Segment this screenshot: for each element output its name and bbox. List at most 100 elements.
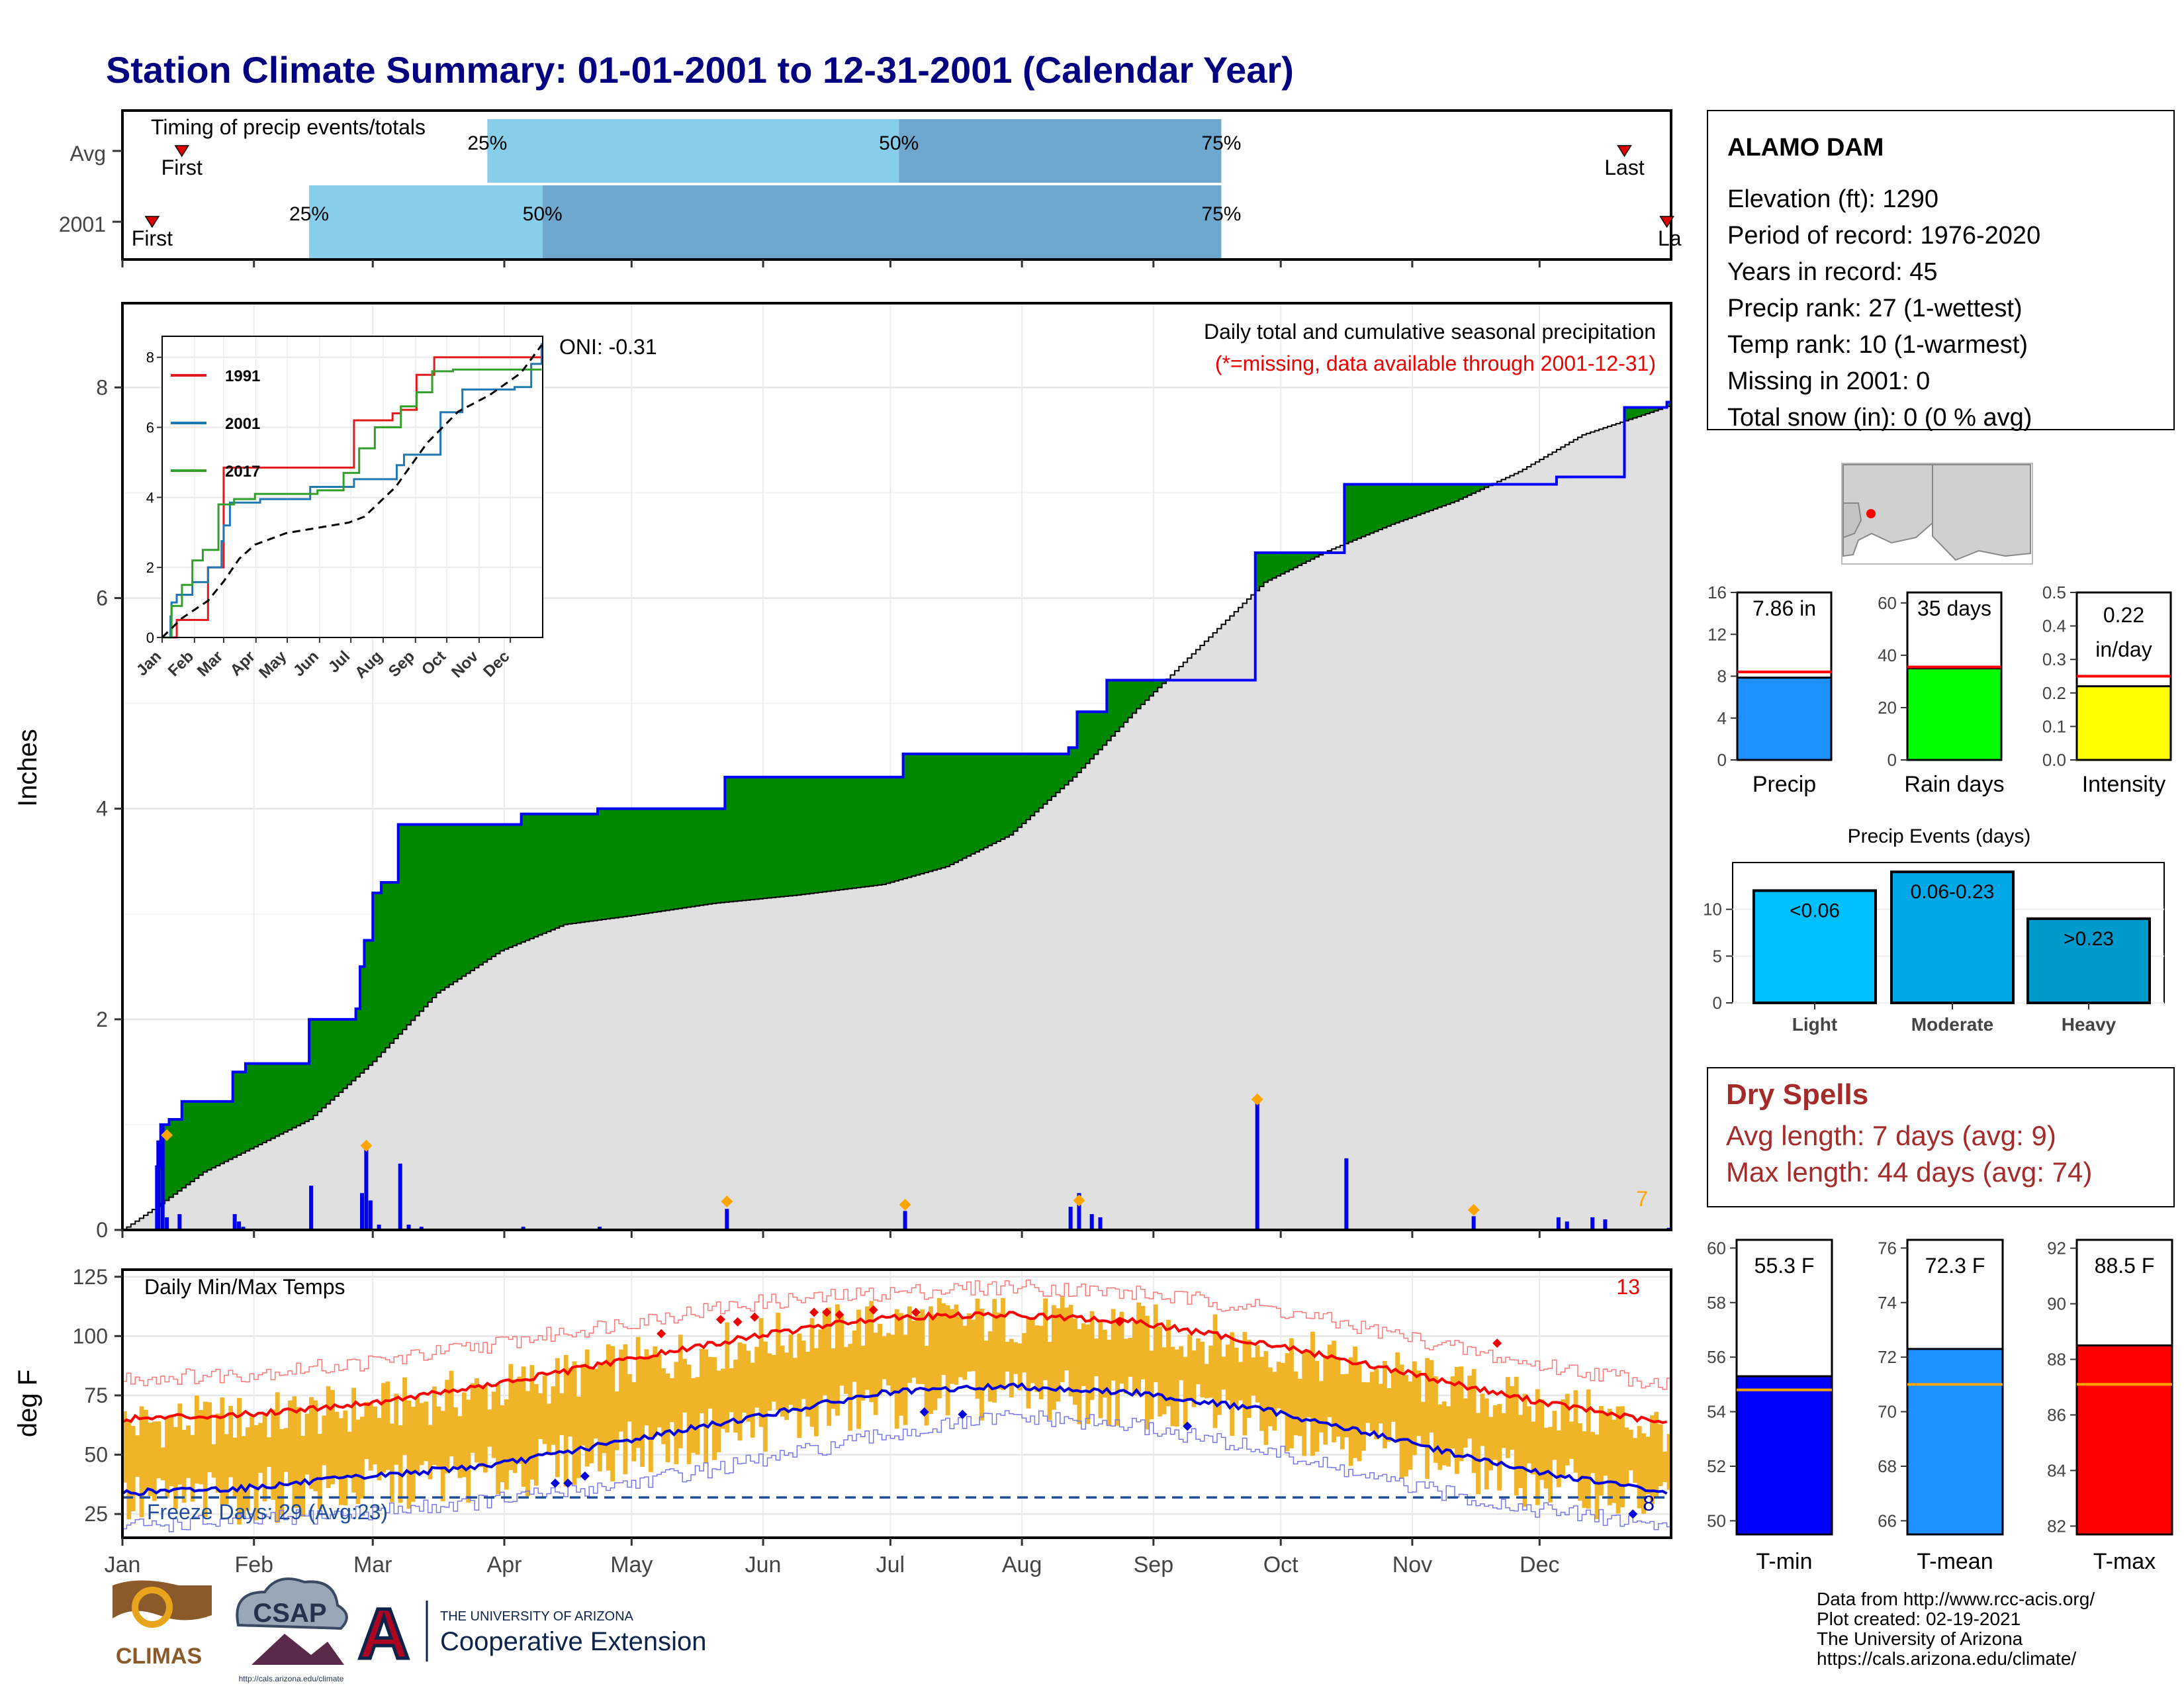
temp-daily-bar xyxy=(538,1393,543,1439)
temp-daily-bar xyxy=(1404,1375,1408,1477)
precip-above-normal-segment xyxy=(1471,484,1477,494)
precip-y-label: Inches xyxy=(13,729,42,807)
precip-above-normal-segment xyxy=(266,1063,271,1141)
temp-record-hot-dot xyxy=(1492,1338,1502,1348)
temp-daily-bar xyxy=(924,1346,929,1426)
temp-daily-bar xyxy=(466,1399,471,1503)
precip-above-normal-segment xyxy=(1001,753,1005,839)
precip-above-normal-segment xyxy=(394,882,399,1039)
precip-above-normal-segment xyxy=(864,776,870,887)
temp-daily-bar xyxy=(555,1358,560,1477)
temp-daily-bar xyxy=(720,1368,725,1429)
temp-daily-bar xyxy=(1408,1381,1413,1470)
temp-daily-bar xyxy=(1123,1338,1128,1394)
precip-above-normal-segment xyxy=(313,1019,318,1116)
precip-above-normal-segment xyxy=(1416,484,1422,516)
temp-daily-bar xyxy=(126,1420,132,1520)
temp-y-axis: 25 50 75 100 125 xyxy=(73,1265,122,1526)
temp-daily-bar xyxy=(1594,1434,1600,1519)
temp-daily-bar xyxy=(381,1383,386,1473)
temp-daily-bar xyxy=(1615,1406,1621,1514)
temp-daily-bar xyxy=(954,1304,959,1385)
temp-daily-bar xyxy=(1531,1421,1536,1475)
mini-bar-tick-label-intensity: 0.2 xyxy=(2042,683,2066,703)
temp-daily-bar xyxy=(389,1423,394,1503)
station-name: ALAMO DAM xyxy=(1727,134,1884,162)
precip-above-normal-segment xyxy=(525,814,530,941)
temp-daily-bar xyxy=(1022,1333,1026,1373)
temp-daily-bar xyxy=(377,1417,382,1481)
temp-daily-bar xyxy=(1251,1357,1256,1396)
temp-daily-bar xyxy=(1501,1413,1506,1448)
temp-daily-bar xyxy=(737,1342,743,1441)
precip-above-normal-segment xyxy=(496,824,501,954)
precip-annotation: Daily total and cumulative seasonal prec… xyxy=(1204,320,1656,344)
temp-daily-bar xyxy=(517,1376,522,1464)
timing-avg-first-label: First xyxy=(161,156,203,179)
precip-above-normal-segment xyxy=(784,776,790,896)
precip-above-normal-segment xyxy=(873,776,878,886)
temp-daily-bar xyxy=(317,1434,322,1510)
precip-daily-bar xyxy=(309,1186,314,1230)
temp-daily-bar xyxy=(614,1391,619,1450)
precip-above-normal-segment xyxy=(343,1019,348,1089)
temp-daily-bar xyxy=(584,1349,590,1467)
temp-daily-bar xyxy=(843,1346,848,1394)
temp-daily-bar xyxy=(886,1333,891,1385)
precip-above-normal-segment xyxy=(670,808,674,910)
temp-daily-bar xyxy=(253,1425,259,1521)
temp-daily-bar xyxy=(1038,1325,1044,1399)
temp-daily-bar xyxy=(933,1314,938,1411)
precip-above-normal-segment xyxy=(733,776,739,902)
temp-daily-bar xyxy=(1081,1323,1086,1386)
precip-above-normal-segment xyxy=(300,1063,306,1124)
timing-x-ticks xyxy=(113,150,1541,267)
precip-daily-bar xyxy=(364,1145,369,1230)
precip-above-normal-segment xyxy=(449,824,454,985)
precip-above-normal-segment xyxy=(482,824,488,962)
temp-bar-tick-label-tmin: 56 xyxy=(1707,1347,1726,1367)
precip-above-normal-segment xyxy=(461,824,467,976)
precip-x-ticks xyxy=(121,1230,1541,1238)
temp-daily-bar xyxy=(818,1329,823,1401)
temp-daily-bar xyxy=(296,1407,301,1508)
precip-above-normal-segment xyxy=(487,824,492,960)
precip-above-normal-segment xyxy=(941,753,946,868)
precip-above-normal-segment xyxy=(304,1063,310,1122)
mini-bar-value-rain-days: 35 days xyxy=(1917,596,1991,620)
temp-daily-bar xyxy=(776,1313,781,1411)
precip-above-normal-segment xyxy=(1361,484,1366,537)
temp-daily-bar xyxy=(606,1344,611,1471)
precip-above-normal-segment xyxy=(1098,712,1103,750)
temp-daily-bar xyxy=(139,1406,144,1518)
temp-daily-bar xyxy=(899,1313,904,1416)
precip-above-normal-segment xyxy=(704,808,709,905)
temp-title: Daily Min/Max Temps xyxy=(144,1275,345,1299)
temp-daily-bar xyxy=(657,1354,662,1428)
precip-above-normal-segment xyxy=(381,882,386,1053)
precip-above-normal-segment xyxy=(275,1063,280,1137)
precip-above-normal-segment xyxy=(1022,753,1027,823)
temp-daily-bar xyxy=(1115,1323,1120,1426)
timing-row-label-avg: Avg xyxy=(69,142,106,165)
temp-daily-bar xyxy=(1552,1411,1557,1460)
precip-above-normal-segment xyxy=(644,808,649,914)
temp-daily-bar xyxy=(941,1303,946,1376)
temp-daily-bar xyxy=(1073,1318,1077,1405)
precip-above-normal-segment xyxy=(1420,484,1426,514)
temp-daily-bar xyxy=(801,1340,806,1399)
month-label-sep: Sep xyxy=(1134,1552,1174,1577)
precip-above-normal-segment xyxy=(338,1019,343,1093)
precip-above-normal-segment xyxy=(1034,753,1040,812)
inset-legend-label-2017: 2017 xyxy=(225,463,260,481)
temp-daily-bar xyxy=(1527,1406,1531,1464)
temp-daily-bar xyxy=(1378,1383,1383,1424)
temp-daily-bar xyxy=(979,1308,984,1421)
temp-bar-tick-label-tmax: 88 xyxy=(2047,1350,2066,1370)
station-line-years: Years in record: 45 xyxy=(1727,258,1938,286)
temp-daily-bar xyxy=(1383,1360,1387,1448)
temp-daily-bar xyxy=(220,1397,225,1505)
precip-extreme-dot xyxy=(899,1198,911,1211)
temp-daily-bar xyxy=(678,1335,683,1448)
temp-daily-bar xyxy=(177,1403,183,1485)
